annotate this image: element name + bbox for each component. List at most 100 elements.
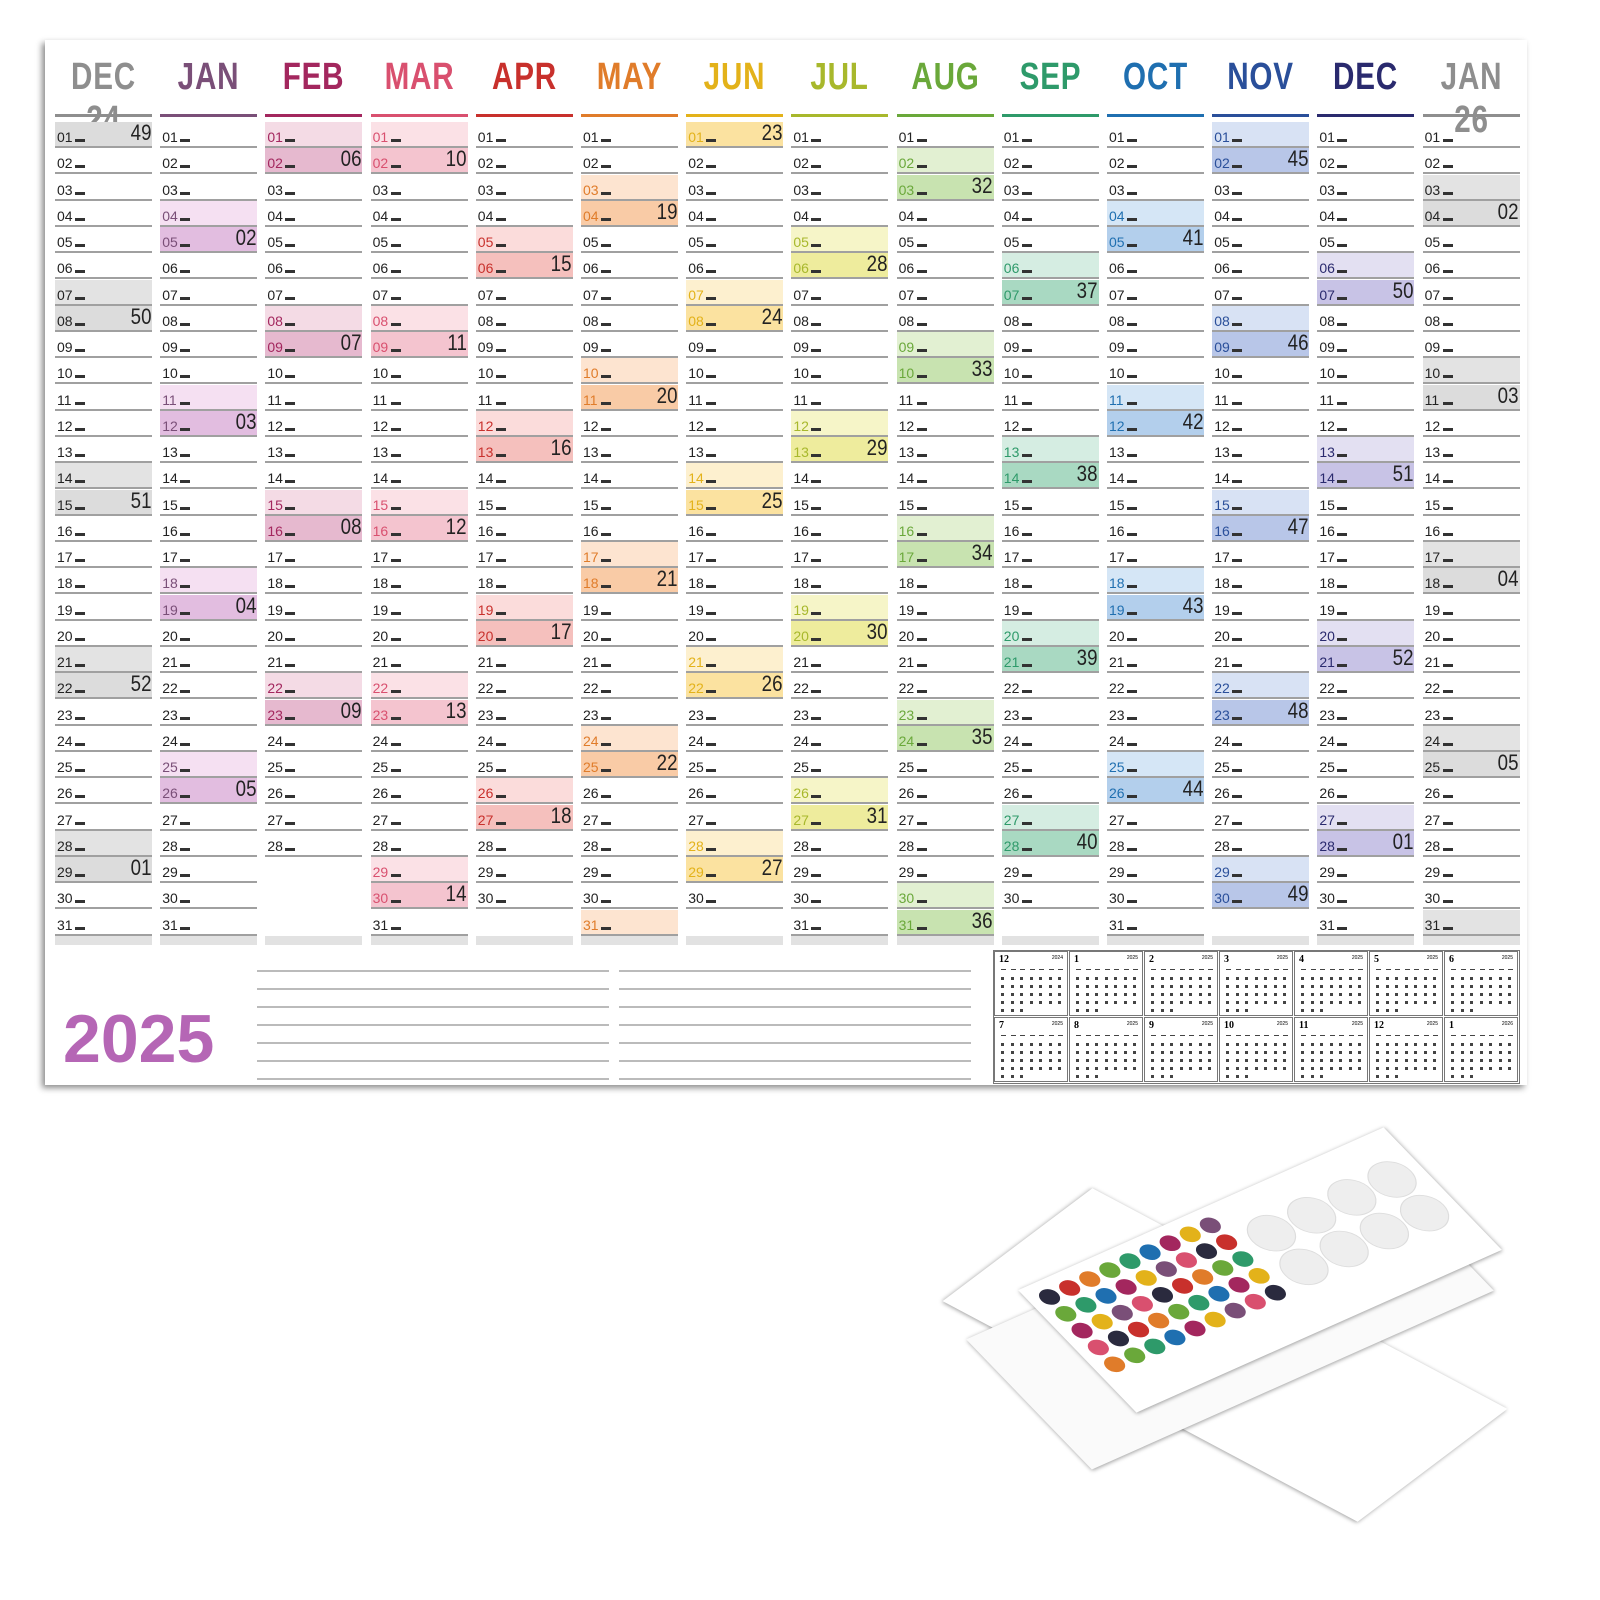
day-row[interactable]: 20 [160, 621, 258, 647]
day-row[interactable]: 04 [896, 201, 994, 227]
day-row[interactable]: 15 [1107, 490, 1204, 516]
day-row[interactable]: 02 [896, 148, 994, 175]
day-row[interactable]: 08 [791, 306, 889, 332]
day-row[interactable]: 16 [1317, 516, 1415, 542]
day-row[interactable]: 01 [1001, 122, 1099, 148]
day-row[interactable]: 12 [686, 411, 784, 437]
day-row[interactable]: 09 [686, 332, 784, 358]
day-row[interactable]: 16 [686, 516, 784, 542]
day-row[interactable]: 24 [1212, 726, 1310, 752]
day-row[interactable]: 31 [791, 910, 889, 936]
day-row[interactable]: 18 21 [581, 566, 678, 595]
day-row[interactable]: 27 18 [475, 803, 573, 831]
day-row[interactable]: 19 [55, 595, 152, 621]
day-row[interactable]: 26 [475, 778, 573, 805]
day-row[interactable]: 20 [370, 621, 468, 647]
day-row[interactable]: 19 [265, 595, 363, 621]
day-row[interactable]: 03 32 [896, 173, 994, 201]
day-row[interactable]: 25 05 [1422, 750, 1520, 778]
day-row[interactable]: 15 [1317, 490, 1415, 516]
day-row[interactable]: 10 [1001, 358, 1099, 385]
day-row[interactable]: 31 [581, 909, 678, 936]
day-row[interactable]: 25 [1107, 752, 1204, 778]
day-row[interactable]: 15 [475, 490, 573, 516]
day-row[interactable]: 30 49 [1212, 881, 1310, 910]
day-row[interactable]: 30 14 [370, 881, 468, 910]
day-row[interactable]: 01 [475, 122, 573, 148]
day-row[interactable]: 02 [55, 148, 152, 175]
day-row[interactable]: 08 [1001, 306, 1099, 332]
day-row[interactable]: 21 [265, 647, 363, 673]
day-row[interactable]: 17 [370, 542, 468, 568]
day-row[interactable]: 14 [1422, 463, 1520, 490]
day-row[interactable]: 16 [1107, 516, 1204, 542]
day-row[interactable]: 24 [1107, 726, 1204, 752]
day-row[interactable]: 10 [160, 358, 258, 385]
day-row[interactable]: 17 34 [896, 540, 994, 568]
day-row[interactable]: 30 [1107, 883, 1204, 910]
day-row[interactable]: 11 20 [581, 383, 678, 411]
day-row[interactable]: 11 [896, 385, 994, 411]
day-row[interactable]: 10 [581, 358, 678, 385]
day-row[interactable]: 01 23 [686, 120, 784, 148]
day-row[interactable]: 23 [160, 700, 258, 726]
day-row[interactable]: 03 [1107, 175, 1204, 201]
day-row[interactable]: 15 [896, 490, 994, 516]
day-row[interactable]: 22 [1001, 673, 1099, 700]
note-line[interactable] [619, 1024, 971, 1026]
day-row[interactable]: 31 [1107, 910, 1204, 936]
day-row[interactable]: 18 [55, 568, 152, 595]
day-row[interactable]: 25 22 [581, 750, 678, 778]
day-row[interactable]: 18 [686, 568, 784, 595]
day-row[interactable]: 18 [1107, 568, 1204, 595]
day-row[interactable]: 27 [896, 805, 994, 831]
day-row[interactable]: 29 [1001, 857, 1099, 883]
day-row[interactable]: 30 [581, 883, 678, 910]
day-row[interactable]: 20 [1107, 621, 1204, 647]
day-row[interactable]: 17 [1107, 542, 1204, 568]
day-row[interactable]: 25 [1212, 752, 1310, 778]
day-row[interactable]: 11 [475, 385, 573, 411]
day-row[interactable]: 30 [160, 883, 258, 910]
day-row[interactable]: 20 [1001, 620, 1099, 647]
day-row[interactable]: 03 [1212, 175, 1310, 201]
note-line[interactable] [619, 1078, 971, 1080]
day-row[interactable]: 26 [1317, 778, 1415, 805]
day-row[interactable]: 14 [686, 463, 784, 490]
day-row[interactable]: 26 [1212, 778, 1310, 805]
day-row[interactable]: 14 [1107, 463, 1204, 490]
note-line[interactable] [257, 1042, 609, 1044]
day-row[interactable]: 17 [160, 542, 258, 568]
day-row[interactable]: 08 [160, 306, 258, 332]
day-row[interactable]: 23 [791, 700, 889, 726]
day-row[interactable]: 20 [1212, 621, 1310, 647]
day-row[interactable]: 12 [1317, 411, 1415, 437]
day-row[interactable]: 05 [686, 227, 784, 253]
day-row[interactable]: 08 24 [686, 304, 784, 332]
day-row[interactable]: 30 [896, 883, 994, 910]
day-row[interactable]: 04 [1317, 201, 1415, 227]
day-row[interactable]: 17 [791, 542, 889, 568]
day-row[interactable]: 01 [581, 122, 678, 148]
day-row[interactable]: 02 10 [370, 146, 468, 175]
day-row[interactable]: 26 [896, 778, 994, 805]
day-row[interactable]: 01 [791, 122, 889, 148]
day-row[interactable]: 18 [265, 568, 363, 595]
day-row[interactable]: 07 [475, 280, 573, 306]
day-row[interactable]: 20 [265, 621, 363, 647]
day-row[interactable]: 11 [160, 384, 258, 411]
day-row[interactable]: 12 [55, 411, 152, 437]
day-row[interactable]: 30 [55, 883, 152, 910]
day-row[interactable]: 14 [370, 463, 468, 490]
day-row[interactable]: 20 [55, 621, 152, 647]
day-row[interactable]: 06 [265, 253, 363, 280]
day-row[interactable]: 09 [55, 332, 152, 358]
day-row[interactable]: 24 35 [896, 724, 994, 752]
day-row[interactable]: 21 [475, 647, 573, 673]
day-row[interactable]: 31 [1317, 910, 1415, 936]
day-row[interactable]: 18 [896, 568, 994, 595]
day-row[interactable]: 18 [1317, 568, 1415, 595]
day-row[interactable]: 06 [1107, 253, 1204, 280]
day-row[interactable]: 19 [1422, 595, 1520, 621]
day-row[interactable]: 18 [370, 568, 468, 595]
